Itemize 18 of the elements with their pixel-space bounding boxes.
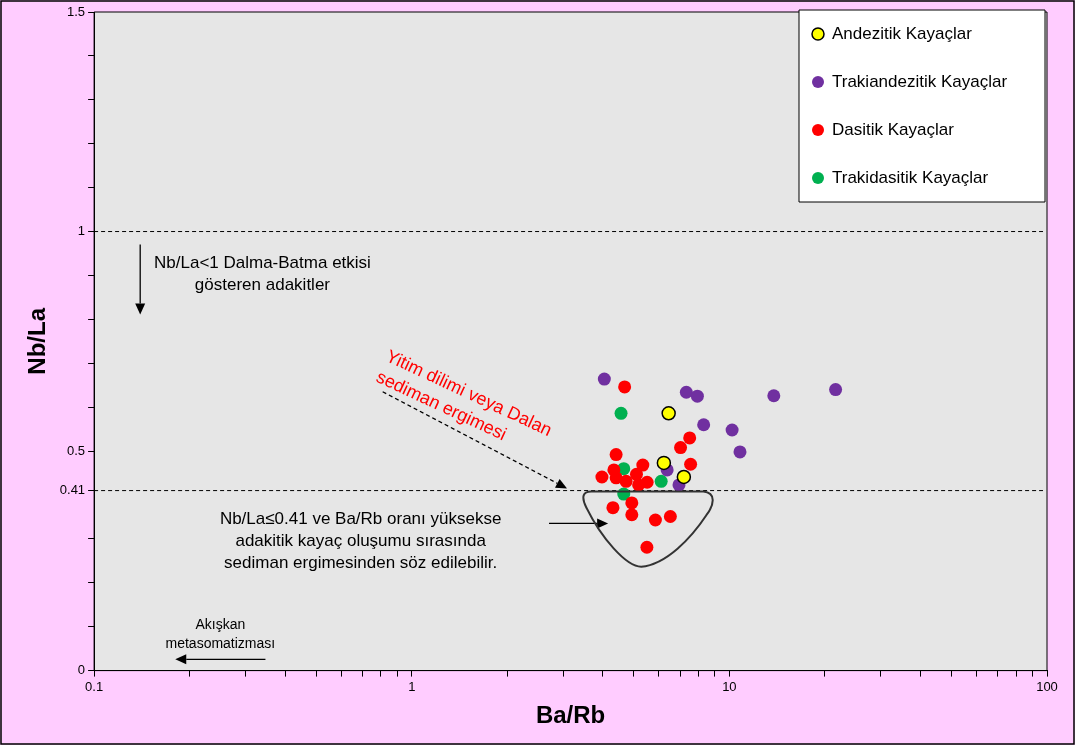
y-tick-label: 0.41 — [59, 482, 86, 498]
x-tick-label: 100 — [1036, 678, 1058, 694]
x-tick-label: 0.1 — [85, 678, 104, 694]
legend-label: Trakidasitik Kayaçlar — [832, 167, 989, 187]
y-tick-label: 1 — [77, 223, 86, 239]
legend-label: Trakiandezitik Kayaçlar — [832, 71, 1008, 91]
x-axis-title: Ba/Rb — [535, 701, 606, 729]
annotation: Nb/La<1 Dalma-Batma etkisi gösteren adakitler — [154, 253, 371, 295]
y-tick-label: 0.5 — [67, 442, 86, 458]
y-tick-label: 1.5 — [67, 3, 86, 19]
annotation: Akışkan metasomatizması — [165, 615, 276, 651]
y-tick-label: 0 — [77, 662, 86, 678]
x-tick-label: 10 — [722, 678, 737, 694]
y-axis-title: Nb/La — [23, 307, 51, 375]
legend-label: Andezitik Kayaçlar — [832, 23, 973, 43]
annotation: Nb/La≤0.41 ve Ba/Rb oranı yüksekse adakitik kayaç oluşumu sırasında sediman ergimesinden söz edilebilir. — [219, 509, 502, 573]
x-tick-label: 1 — [408, 678, 416, 694]
legend-label: Dasitik Kayaçlar — [832, 119, 955, 139]
